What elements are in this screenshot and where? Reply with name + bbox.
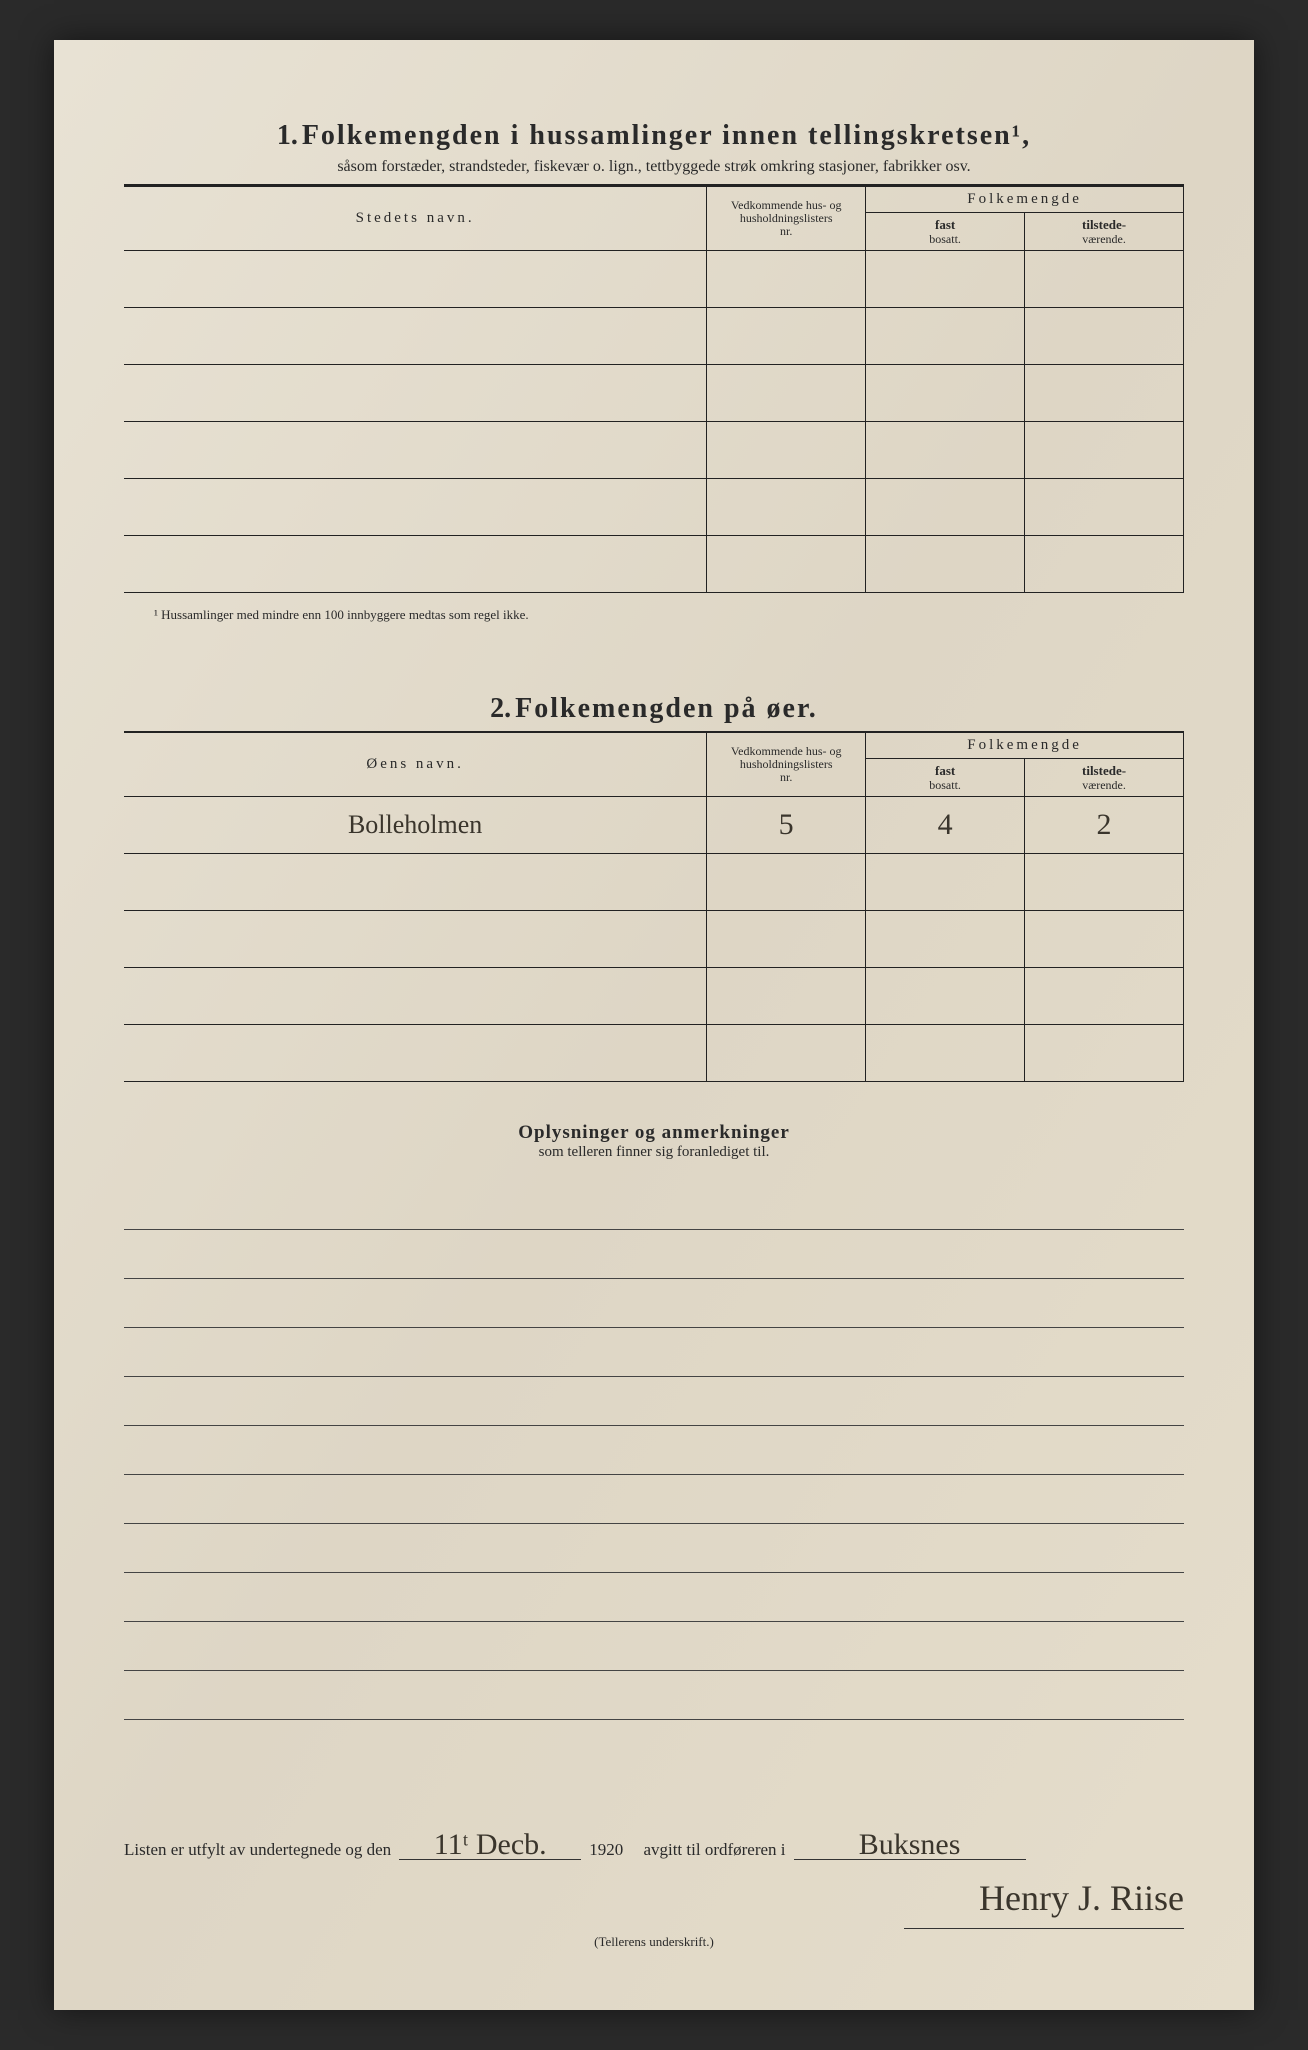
section1-number: 1.	[277, 120, 298, 151]
section1-footnote: ¹ Hussamlinger med mindre enn 100 innbyg…	[154, 607, 1184, 623]
footer-date-handwritten: 11ᵗ Decb.	[434, 1828, 547, 1861]
signature-block: Henry J. Riise (Tellerens underskrift.)	[124, 1882, 1184, 1950]
section2-heading: 2. Folkemengden på øer.	[124, 693, 1184, 725]
col-header-name: Øens navn.	[124, 733, 707, 797]
note-line	[124, 1230, 1184, 1279]
note-line	[124, 1573, 1184, 1622]
note-line	[124, 1524, 1184, 1573]
table-cell: 2	[1025, 797, 1184, 854]
section2-title: Folkemengden på øer.	[515, 693, 818, 724]
col-header-tilstede: tilstede- værende.	[1025, 213, 1184, 251]
col-header-nr: Vedkommende hus- og husholdningslisters …	[707, 187, 866, 251]
col-header-folkemengde: Folkemengde	[866, 733, 1184, 759]
section1-heading: 1. Folkemengden i hussamlinger innen tel…	[124, 120, 1184, 152]
table-cell	[124, 968, 707, 1025]
col-header-tilstede: tilstede- værende.	[1025, 759, 1184, 797]
table-cell	[124, 308, 707, 365]
notes-title: Oplysninger og anmerkninger	[124, 1122, 1184, 1144]
table-cell	[124, 911, 707, 968]
footer-year: 1920	[589, 1840, 623, 1860]
note-line	[124, 1671, 1184, 1720]
table-cell	[124, 536, 707, 593]
footer-place-handwritten: Buksnes	[859, 1828, 961, 1861]
col-header-fast: fast bosatt.	[866, 213, 1025, 251]
note-line	[124, 1377, 1184, 1426]
table-cell: 5	[707, 797, 866, 854]
table-cell	[124, 1025, 707, 1082]
handwritten-entry: Bolleholmen	[348, 810, 482, 839]
note-line	[124, 1426, 1184, 1475]
footer-middle: avgitt til ordføreren i	[643, 1840, 785, 1860]
col-header-nr: Vedkommende hus- og husholdningslisters …	[707, 733, 866, 797]
table-cell	[124, 854, 707, 911]
table-cell: Bolleholmen	[124, 797, 707, 854]
section2-number: 2.	[490, 693, 511, 724]
section1-title: Folkemengden i hussamlinger innen tellin…	[302, 120, 1031, 151]
table-cell	[124, 422, 707, 479]
section1-table: Stedets navn. Vedkommende hus- og hushol…	[124, 186, 1184, 593]
note-line	[124, 1622, 1184, 1671]
section2-table: Øens navn. Vedkommende hus- og husholdni…	[124, 732, 1184, 1082]
section1-subtitle: såsom forstæder, strandsteder, fiskevær …	[124, 158, 1184, 176]
note-line	[124, 1475, 1184, 1524]
footer-prefix: Listen er utfylt av undertegnede og den	[124, 1840, 391, 1860]
note-line	[124, 1328, 1184, 1377]
footer: Listen er utfylt av undertegnede og den …	[124, 1831, 1184, 1950]
census-form-page: 1. Folkemengden i hussamlinger innen tel…	[54, 40, 1254, 2010]
table-cell	[124, 251, 707, 308]
note-line	[124, 1279, 1184, 1328]
col-header-folkemengde: Folkemengde	[866, 187, 1184, 213]
table-cell	[124, 479, 707, 536]
note-line	[124, 1181, 1184, 1230]
col-header-name: Stedets navn.	[124, 187, 707, 251]
table-cell: 4	[866, 797, 1025, 854]
notes-lines	[124, 1181, 1184, 1720]
col-header-fast: fast bosatt.	[866, 759, 1025, 797]
signature-line	[904, 1928, 1184, 1929]
notes-subtitle: som telleren finner sig foranlediget til…	[124, 1144, 1184, 1161]
signature-handwritten: Henry J. Riise	[124, 1882, 1184, 1914]
table-cell	[124, 365, 707, 422]
signature-caption: (Tellerens underskrift.)	[124, 1934, 1184, 1950]
